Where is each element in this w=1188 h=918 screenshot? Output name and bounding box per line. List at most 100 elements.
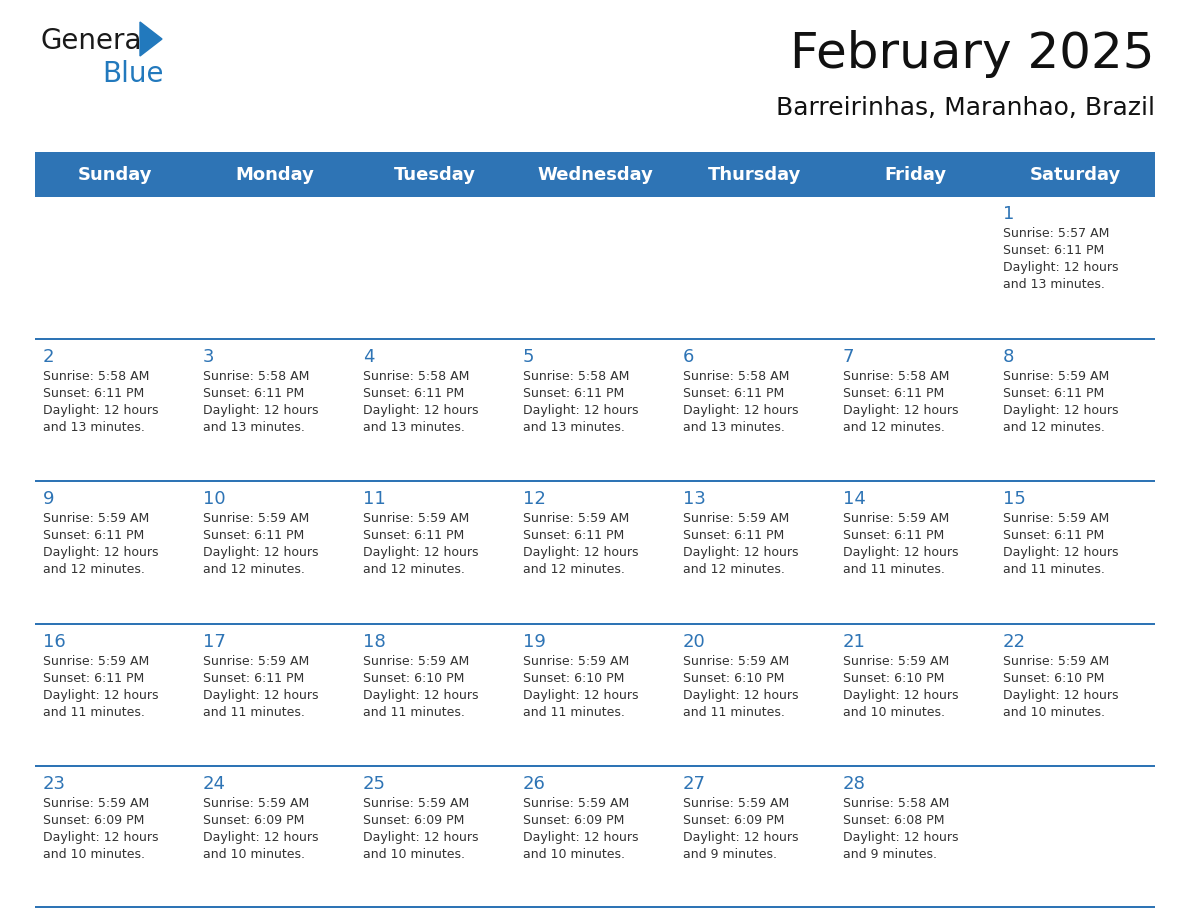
Text: 9: 9 [43, 490, 55, 509]
Text: and 13 minutes.: and 13 minutes. [203, 420, 305, 433]
Text: 16: 16 [43, 633, 65, 651]
Text: and 12 minutes.: and 12 minutes. [683, 564, 785, 577]
Polygon shape [140, 22, 162, 56]
Text: 23: 23 [43, 776, 67, 793]
Text: 11: 11 [364, 490, 386, 509]
Bar [195, 767, 355, 908]
Text: Daylight: 12 hours: Daylight: 12 hours [203, 546, 318, 559]
Text: 3: 3 [203, 348, 215, 365]
Text: and 11 minutes.: and 11 minutes. [1003, 564, 1105, 577]
Text: Sunrise: 5:59 AM: Sunrise: 5:59 AM [364, 798, 469, 811]
Text: Daylight: 12 hours: Daylight: 12 hours [1003, 546, 1118, 559]
Text: and 10 minutes.: and 10 minutes. [843, 706, 944, 719]
Bar [34, 625, 195, 766]
Text: 5: 5 [523, 348, 535, 365]
Bar [835, 625, 996, 766]
Text: Sunset: 6:10 PM: Sunset: 6:10 PM [523, 672, 625, 685]
Text: Sunrise: 5:59 AM: Sunrise: 5:59 AM [683, 655, 789, 667]
Bar [835, 482, 996, 622]
Text: Daylight: 12 hours: Daylight: 12 hours [43, 404, 158, 417]
Text: Barreirinhas, Maranhao, Brazil: Barreirinhas, Maranhao, Brazil [776, 96, 1155, 120]
Text: Sunset: 6:09 PM: Sunset: 6:09 PM [523, 814, 625, 827]
Text: and 13 minutes.: and 13 minutes. [683, 420, 785, 433]
Text: Daylight: 12 hours: Daylight: 12 hours [683, 688, 798, 701]
Bar [34, 482, 195, 622]
Bar [34, 480, 1155, 482]
Bar [34, 197, 195, 338]
Text: and 11 minutes.: and 11 minutes. [683, 706, 785, 719]
Text: 28: 28 [843, 776, 866, 793]
Text: Tuesday: Tuesday [394, 166, 476, 184]
Text: Sunset: 6:11 PM: Sunset: 6:11 PM [1003, 244, 1105, 257]
Text: Daylight: 12 hours: Daylight: 12 hours [843, 546, 959, 559]
Text: 10: 10 [203, 490, 226, 509]
Text: Sunset: 6:11 PM: Sunset: 6:11 PM [364, 386, 465, 399]
Text: Sunset: 6:11 PM: Sunset: 6:11 PM [43, 386, 144, 399]
Text: and 13 minutes.: and 13 minutes. [1003, 278, 1105, 291]
Text: Thursday: Thursday [708, 166, 802, 184]
Text: Monday: Monday [235, 166, 315, 184]
Bar [516, 625, 675, 766]
Bar [195, 197, 355, 338]
Text: Daylight: 12 hours: Daylight: 12 hours [843, 404, 959, 417]
Text: Sunset: 6:08 PM: Sunset: 6:08 PM [843, 814, 944, 827]
Text: Daylight: 12 hours: Daylight: 12 hours [523, 546, 638, 559]
Text: and 13 minutes.: and 13 minutes. [364, 420, 465, 433]
Text: and 12 minutes.: and 12 minutes. [523, 564, 625, 577]
Text: Daylight: 12 hours: Daylight: 12 hours [1003, 404, 1118, 417]
Text: 21: 21 [843, 633, 866, 651]
Text: Sunrise: 5:58 AM: Sunrise: 5:58 AM [683, 370, 789, 383]
Text: Sunrise: 5:59 AM: Sunrise: 5:59 AM [843, 512, 949, 525]
Text: Sunrise: 5:59 AM: Sunrise: 5:59 AM [843, 655, 949, 667]
Text: and 10 minutes.: and 10 minutes. [364, 848, 465, 861]
Bar [355, 197, 516, 338]
Text: Sunrise: 5:59 AM: Sunrise: 5:59 AM [1003, 370, 1110, 383]
Bar [34, 766, 1155, 767]
Text: and 11 minutes.: and 11 minutes. [364, 706, 465, 719]
Text: 15: 15 [1003, 490, 1026, 509]
Text: 18: 18 [364, 633, 386, 651]
Text: 6: 6 [683, 348, 694, 365]
Text: Daylight: 12 hours: Daylight: 12 hours [364, 546, 479, 559]
Bar [996, 197, 1155, 338]
Bar [675, 197, 835, 338]
Text: and 10 minutes.: and 10 minutes. [43, 848, 145, 861]
Text: and 13 minutes.: and 13 minutes. [43, 420, 145, 433]
Text: and 11 minutes.: and 11 minutes. [843, 564, 944, 577]
Bar [355, 482, 516, 622]
Text: Sunrise: 5:59 AM: Sunrise: 5:59 AM [43, 512, 150, 525]
Text: Sunrise: 5:58 AM: Sunrise: 5:58 AM [843, 370, 949, 383]
Text: Sunrise: 5:59 AM: Sunrise: 5:59 AM [364, 655, 469, 667]
Text: 2: 2 [43, 348, 55, 365]
Text: Sunrise: 5:58 AM: Sunrise: 5:58 AM [843, 798, 949, 811]
Text: Blue: Blue [102, 60, 164, 88]
Text: and 10 minutes.: and 10 minutes. [1003, 706, 1105, 719]
Text: Sunset: 6:10 PM: Sunset: 6:10 PM [364, 672, 465, 685]
Text: 25: 25 [364, 776, 386, 793]
Text: and 9 minutes.: and 9 minutes. [683, 848, 777, 861]
Text: Sunrise: 5:59 AM: Sunrise: 5:59 AM [43, 798, 150, 811]
Text: Sunrise: 5:59 AM: Sunrise: 5:59 AM [1003, 512, 1110, 525]
Text: 24: 24 [203, 776, 226, 793]
Text: General: General [40, 27, 150, 55]
Text: 19: 19 [523, 633, 545, 651]
Text: 8: 8 [1003, 348, 1015, 365]
Text: 20: 20 [683, 633, 706, 651]
Text: Daylight: 12 hours: Daylight: 12 hours [364, 832, 479, 845]
Text: Sunrise: 5:59 AM: Sunrise: 5:59 AM [203, 512, 309, 525]
Text: and 12 minutes.: and 12 minutes. [203, 564, 305, 577]
Text: Sunset: 6:09 PM: Sunset: 6:09 PM [203, 814, 304, 827]
Text: Sunrise: 5:57 AM: Sunrise: 5:57 AM [1003, 227, 1110, 240]
Text: Sunrise: 5:59 AM: Sunrise: 5:59 AM [364, 512, 469, 525]
Text: and 11 minutes.: and 11 minutes. [203, 706, 305, 719]
Text: Daylight: 12 hours: Daylight: 12 hours [523, 832, 638, 845]
Text: 14: 14 [843, 490, 866, 509]
Text: 17: 17 [203, 633, 226, 651]
Text: Daylight: 12 hours: Daylight: 12 hours [683, 404, 798, 417]
Text: Daylight: 12 hours: Daylight: 12 hours [683, 546, 798, 559]
Text: Daylight: 12 hours: Daylight: 12 hours [523, 688, 638, 701]
Text: Wednesday: Wednesday [537, 166, 653, 184]
Text: Sunset: 6:09 PM: Sunset: 6:09 PM [683, 814, 784, 827]
Text: and 12 minutes.: and 12 minutes. [843, 420, 944, 433]
Text: Sunset: 6:11 PM: Sunset: 6:11 PM [203, 672, 304, 685]
